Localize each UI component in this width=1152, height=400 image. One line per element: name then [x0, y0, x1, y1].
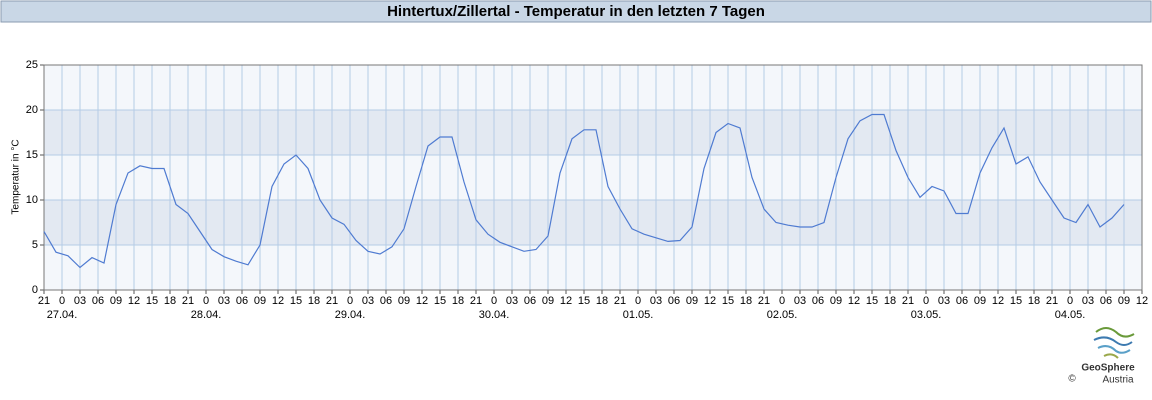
x-tick-label: 03 — [506, 295, 518, 307]
x-tick-label: 12 — [128, 295, 140, 307]
x-tick-label: 06 — [236, 295, 248, 307]
x-tick-label: 21 — [470, 295, 482, 307]
x-tick-label: 18 — [596, 295, 608, 307]
x-tick-label: 09 — [254, 295, 266, 307]
x-tick-label: 15 — [578, 295, 590, 307]
x-tick-label: 15 — [1010, 295, 1022, 307]
date-label: 03.05. — [911, 309, 942, 321]
x-tick-label: 18 — [308, 295, 320, 307]
x-tick-label: 21 — [902, 295, 914, 307]
temperature-line — [43, 113, 1125, 269]
x-tick-label: 09 — [830, 295, 842, 307]
x-tick-label: 03 — [794, 295, 806, 307]
y-tick-label: 10 — [26, 194, 38, 206]
x-tick-label: 21 — [38, 295, 50, 307]
copyright: © — [1068, 374, 1076, 385]
y-tick-label: 5 — [32, 239, 38, 251]
logo-name: GeoSphere — [1081, 363, 1135, 374]
x-tick-label: 03 — [74, 295, 86, 307]
x-tick-label: 15 — [290, 295, 302, 307]
x-tick-label: 03 — [218, 295, 230, 307]
x-tick-label: 0 — [923, 295, 929, 307]
x-tick-label: 12 — [704, 295, 716, 307]
logo-icon — [1093, 327, 1135, 359]
x-tick-label: 09 — [686, 295, 698, 307]
x-tick-label: 15 — [722, 295, 734, 307]
y-tick-label: 15 — [26, 149, 38, 161]
x-tick-label: 06 — [1100, 295, 1112, 307]
x-tick-label: 09 — [110, 295, 122, 307]
logo-sub: Austria — [1102, 375, 1134, 386]
x-tick-label: 18 — [740, 295, 752, 307]
date-label: 01.05. — [623, 309, 654, 321]
x-tick-label: 09 — [542, 295, 554, 307]
x-tick-label: 0 — [203, 295, 209, 307]
x-tick-label: 12 — [560, 295, 572, 307]
date-label: 02.05. — [767, 309, 798, 321]
x-tick-label: 03 — [1082, 295, 1094, 307]
x-tick-label: 06 — [812, 295, 824, 307]
x-tick-label: 09 — [1118, 295, 1130, 307]
x-tick-label: 21 — [758, 295, 770, 307]
x-tick-label: 06 — [524, 295, 536, 307]
x-tick-label: 18 — [1028, 295, 1040, 307]
date-label: 30.04. — [479, 309, 510, 321]
x-tick-label: 12 — [992, 295, 1004, 307]
date-label: 29.04. — [335, 309, 366, 321]
x-tick-label: 06 — [956, 295, 968, 307]
x-tick-label: 09 — [974, 295, 986, 307]
x-tick-label: 0 — [635, 295, 641, 307]
x-tick-label: 12 — [416, 295, 428, 307]
x-tick-label: 15 — [434, 295, 446, 307]
x-tick-label: 21 — [182, 295, 194, 307]
band — [44, 110, 1142, 155]
x-tick-label: 03 — [938, 295, 950, 307]
y-tick-label: 25 — [26, 59, 38, 71]
x-tick-label: 18 — [452, 295, 464, 307]
x-tick-label: 0 — [1067, 295, 1073, 307]
x-tick-label: 12 — [848, 295, 860, 307]
chart-title: Hintertux/Zillertal - Temperatur in den … — [387, 3, 765, 20]
x-tick-label: 03 — [650, 295, 662, 307]
title-bar — [0, 0, 1152, 23]
x-tick-label: 06 — [92, 295, 104, 307]
x-tick-label: 21 — [326, 295, 338, 307]
x-tick-label: 15 — [146, 295, 158, 307]
date-label: 27.04. — [47, 309, 78, 321]
x-tick-label: 21 — [614, 295, 626, 307]
date-label: 04.05. — [1055, 309, 1086, 321]
x-tick-label: 0 — [491, 295, 497, 307]
x-tick-label: 21 — [1046, 295, 1058, 307]
plot-area — [44, 65, 1142, 290]
x-tick-label: 12 — [1136, 295, 1148, 307]
x-tick-label: 0 — [59, 295, 65, 307]
x-tick-label: 06 — [380, 295, 392, 307]
x-tick-label: 12 — [272, 295, 284, 307]
y-axis-label: Temperatur in °C — [11, 139, 22, 214]
x-tick-label: 15 — [866, 295, 878, 307]
y-tick-label: 20 — [26, 104, 38, 116]
y-tick-label: 0 — [32, 284, 38, 296]
x-tick-label: 18 — [164, 295, 176, 307]
plot-border — [43, 64, 1143, 291]
band — [44, 200, 1142, 245]
x-tick-label: 18 — [884, 295, 896, 307]
x-tick-label: 0 — [779, 295, 785, 307]
x-tick-label: 06 — [668, 295, 680, 307]
x-tick-label: 03 — [362, 295, 374, 307]
x-tick-label: 0 — [347, 295, 353, 307]
date-label: 28.04. — [191, 309, 222, 321]
x-tick-label: 09 — [398, 295, 410, 307]
